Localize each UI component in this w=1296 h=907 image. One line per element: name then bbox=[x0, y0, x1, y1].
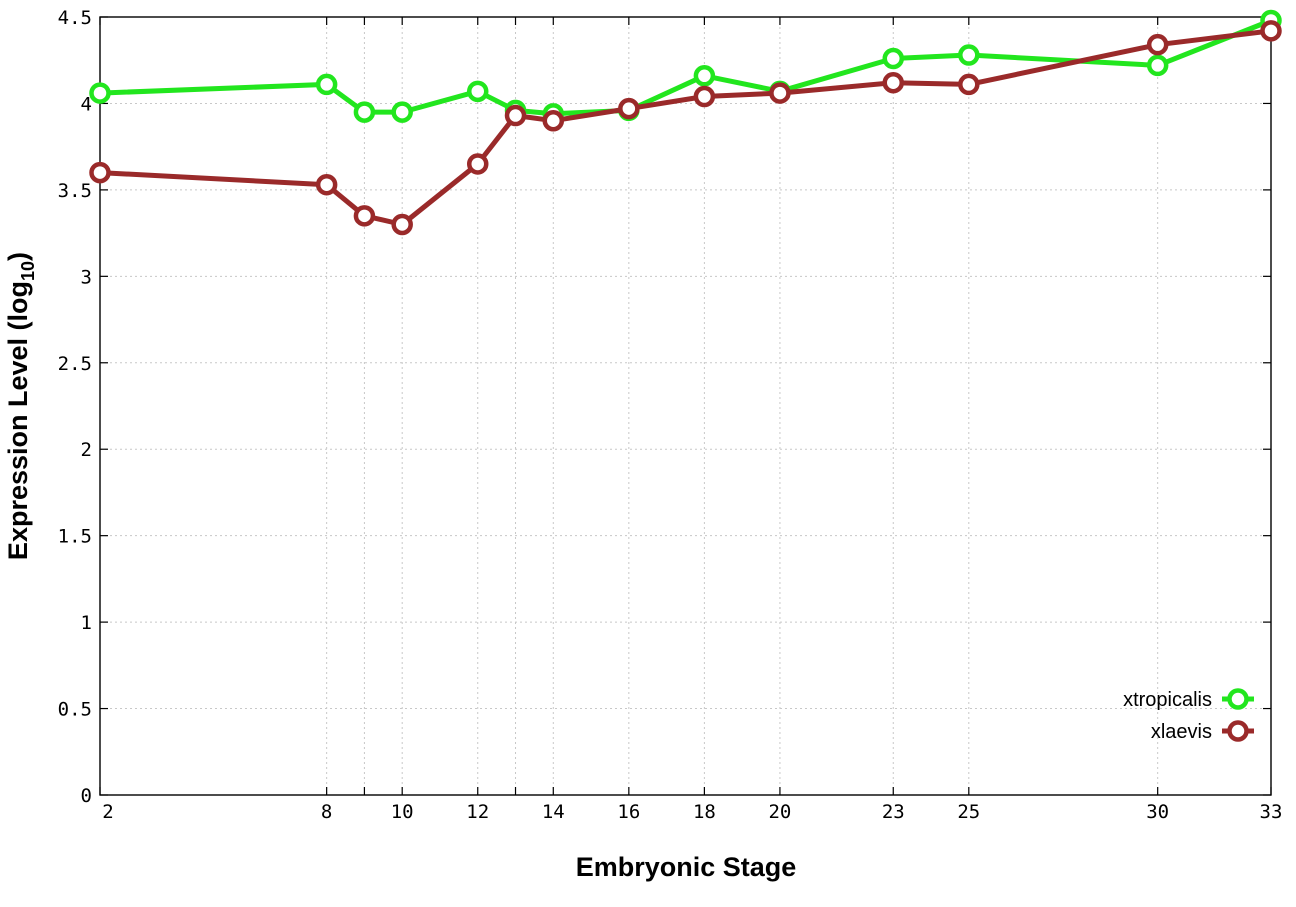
y-tick-label: 2.5 bbox=[58, 353, 92, 375]
data-point-xlaevis bbox=[542, 109, 565, 132]
data-point-xlaevis bbox=[618, 97, 640, 120]
plot-frame bbox=[99, 16, 1272, 796]
x-tick-label: 33 bbox=[1260, 801, 1283, 823]
x-tick-label: 10 bbox=[391, 801, 414, 823]
data-point-xtropicalis bbox=[353, 101, 376, 123]
data-point-xlaevis bbox=[958, 73, 980, 96]
axes: 0 0.5 1 1.5 2 2.5 3 3.5 4 4.5 2 8 10 12 14 16 18 20 23 25 30… bbox=[58, 7, 1283, 823]
legend: xtropicalis xlaevis bbox=[1123, 688, 1254, 743]
data-point-xtropicalis bbox=[693, 65, 716, 87]
legend-entry-xlaevis: xlaevis bbox=[1151, 720, 1254, 743]
grid bbox=[100, 17, 1271, 795]
legend-entry-xtropicalis: xtropicalis bbox=[1123, 688, 1254, 711]
y-tick-label: 0 bbox=[81, 785, 92, 807]
y-tick-label: 4.5 bbox=[58, 7, 92, 29]
y-tick-label: 1.5 bbox=[58, 526, 92, 548]
data-point-xtropicalis bbox=[958, 44, 980, 66]
series bbox=[89, 9, 1282, 236]
data-point-xlaevis bbox=[1146, 33, 1169, 56]
x-tick-label: 12 bbox=[466, 801, 489, 823]
series-xlaevis bbox=[89, 20, 1282, 236]
data-point-xlaevis bbox=[315, 173, 338, 196]
data-point-xlaevis bbox=[1260, 20, 1282, 42]
y-tick-label: 2 bbox=[81, 439, 92, 461]
y-axis-title: Expression Level (log10) bbox=[3, 252, 38, 560]
data-point-xtropicalis bbox=[89, 82, 111, 104]
series-xtropicalis bbox=[89, 9, 1282, 125]
x-tick-label: 8 bbox=[321, 801, 332, 823]
y-axis-title-main: Expression Level (log bbox=[3, 281, 33, 560]
data-point-xtropicalis bbox=[391, 101, 413, 123]
data-point-xlaevis bbox=[466, 153, 489, 175]
y-tick-label: 3.5 bbox=[58, 180, 92, 202]
data-point-xtropicalis bbox=[1146, 54, 1169, 77]
y-axis-title-close: ) bbox=[3, 252, 33, 261]
legend-marker-swatch bbox=[1227, 720, 1249, 742]
y-axis-title-subscript: 10 bbox=[18, 261, 38, 281]
data-point-xtropicalis bbox=[466, 80, 489, 103]
x-tick-label: 30 bbox=[1146, 801, 1169, 823]
x-tick-label: 20 bbox=[768, 801, 791, 823]
data-point-xlaevis bbox=[89, 161, 111, 184]
x-tick-label: 16 bbox=[617, 801, 640, 823]
legend-label: xlaevis bbox=[1151, 721, 1212, 743]
data-point-xlaevis bbox=[693, 85, 716, 108]
y-tick-label: 3 bbox=[81, 266, 92, 288]
y-tick-label: 0.5 bbox=[58, 699, 92, 721]
y-tick-label: 1 bbox=[81, 612, 92, 634]
data-point-xtropicalis bbox=[882, 47, 905, 70]
x-tick-label: 14 bbox=[542, 801, 565, 823]
data-point-xlaevis bbox=[504, 104, 527, 127]
legend-label: xtropicalis bbox=[1123, 689, 1212, 711]
x-tick-label: 2 bbox=[102, 801, 113, 823]
data-point-xlaevis bbox=[769, 82, 791, 104]
y-tick-label: 4 bbox=[81, 93, 92, 115]
x-tick-label: 18 bbox=[693, 801, 716, 823]
data-point-xtropicalis bbox=[315, 73, 338, 96]
data-point-xlaevis bbox=[391, 213, 413, 236]
legend-marker-swatch bbox=[1227, 688, 1249, 710]
x-tick-label: 23 bbox=[882, 801, 905, 823]
data-point-xlaevis bbox=[882, 71, 905, 94]
x-axis-title: Embryonic Stage bbox=[576, 852, 797, 882]
x-tick-label: 25 bbox=[957, 801, 980, 823]
series-line-xlaevis bbox=[99, 28, 1272, 227]
data-point-xlaevis bbox=[353, 205, 376, 227]
